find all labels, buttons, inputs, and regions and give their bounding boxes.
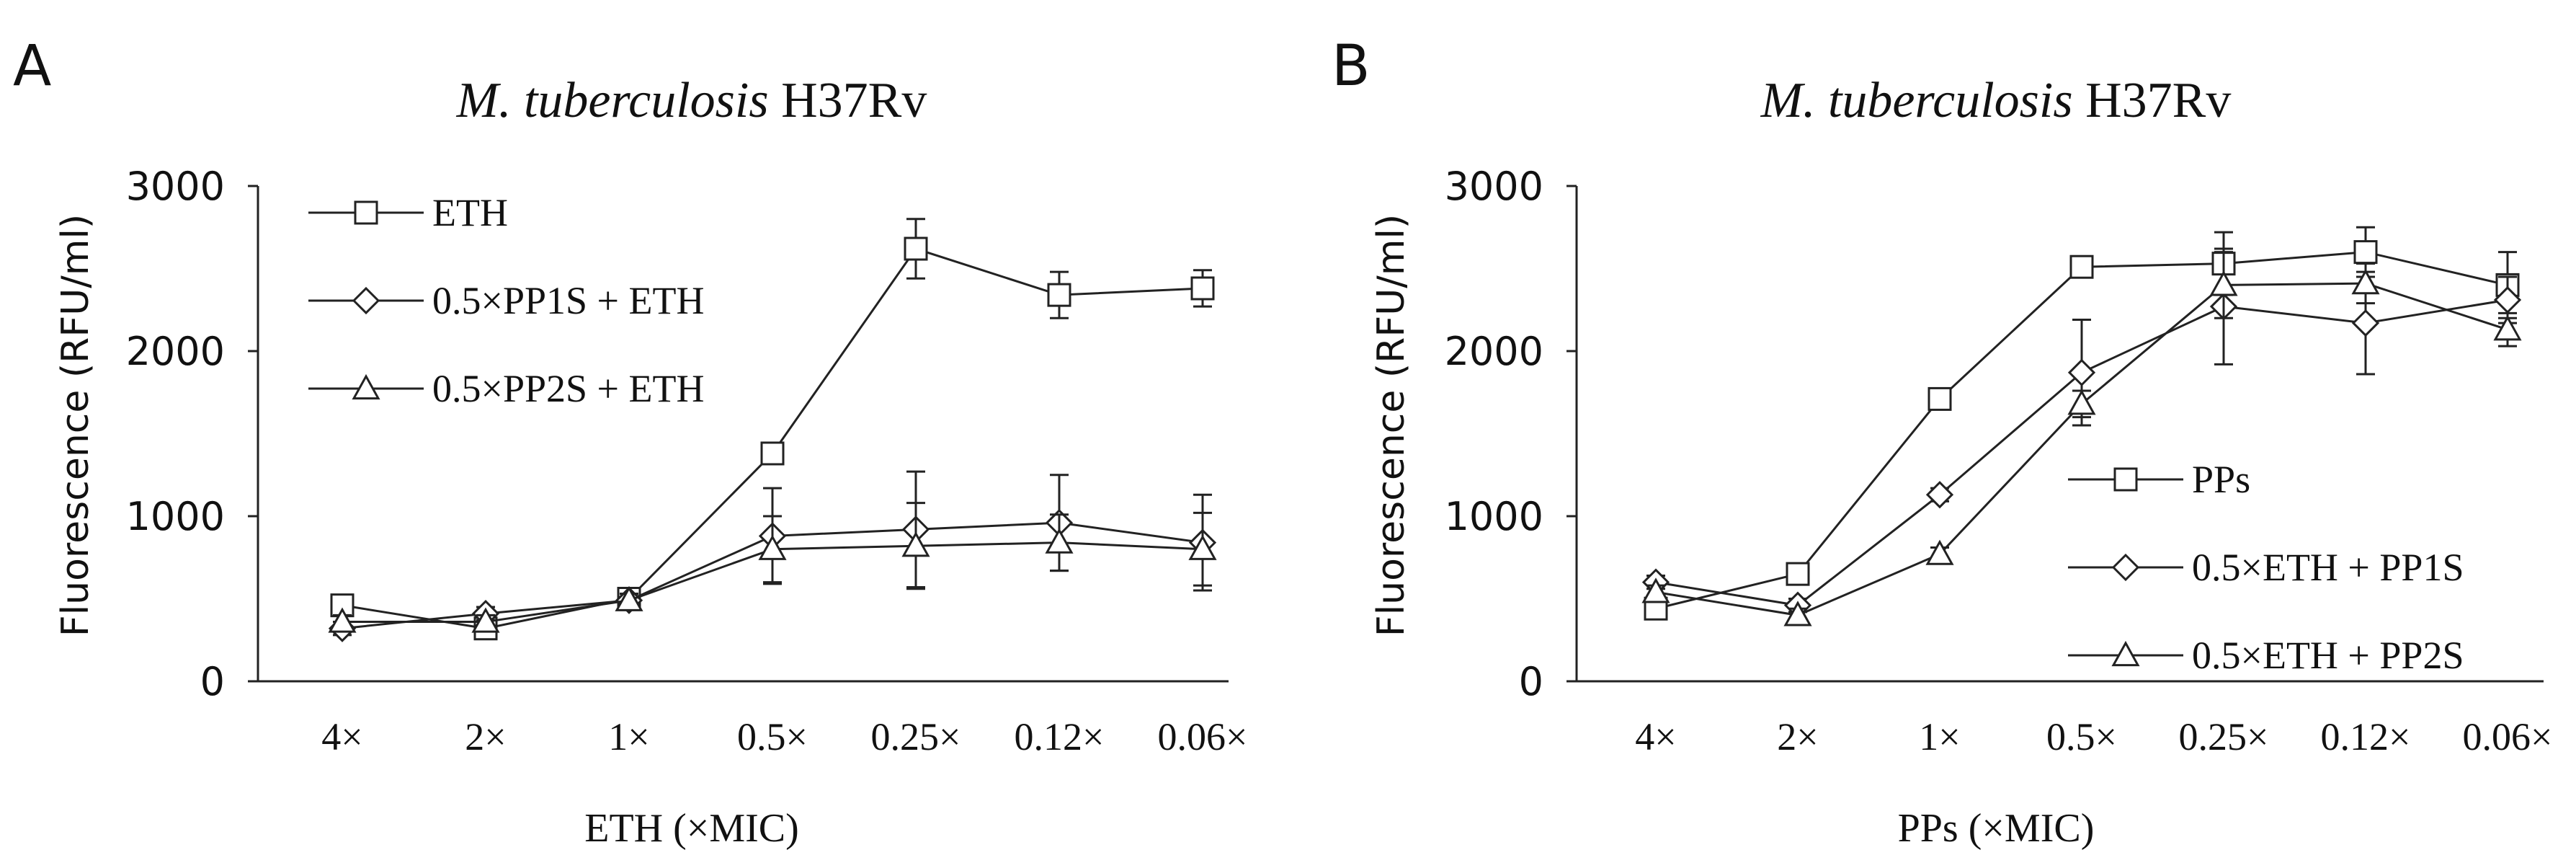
data-point-square <box>2069 254 2094 279</box>
panel-b-ytick-label: 2000 <box>1445 329 1543 374</box>
panel-a-xtick-label: 0.25× <box>871 715 961 758</box>
data-point-triangle <box>2067 389 2096 415</box>
panel-b-series-3 <box>1641 251 2522 626</box>
panel-a-letter: A <box>13 34 51 99</box>
data-point-triangle <box>1188 534 1217 560</box>
data-point-triangle <box>1783 601 1812 626</box>
panel-b-xlabel: PPs (×MIC) <box>1898 806 2095 851</box>
panel-b-xtick-label: 0.06× <box>2463 715 2553 758</box>
panel-b-ytick-label: 1000 <box>1445 494 1543 539</box>
panel-a-xtick-label: 4× <box>321 715 362 758</box>
data-point-triangle <box>758 534 787 560</box>
panel-a-ytick-label: 3000 <box>126 164 225 209</box>
legend-label: 0.5×PP2S + ETH <box>432 367 704 410</box>
panel-a-xtick-label: 2× <box>465 715 506 758</box>
legend-marker-triangle <box>2111 640 2140 667</box>
data-point-square <box>2353 240 2378 265</box>
legend-marker-triangle <box>352 373 380 400</box>
data-point-triangle <box>2209 270 2238 296</box>
panel-b-ytick-label: 3000 <box>1445 164 1543 209</box>
data-point-triangle <box>2493 315 2522 341</box>
data-point-square <box>904 236 928 261</box>
data-point-triangle <box>1925 539 1954 565</box>
data-point-square <box>1047 283 1071 307</box>
data-point-square <box>760 441 785 466</box>
panel-b-letter: B <box>1332 34 1371 99</box>
data-point-diamond <box>1925 481 1954 509</box>
data-point-triangle <box>901 531 930 557</box>
panel-a-ytick-label: 1000 <box>126 494 225 539</box>
data-point-triangle <box>2351 269 2380 295</box>
legend-label: 0.5×ETH + PP1S <box>2192 546 2464 589</box>
panel-b-title-rest: H37Rv <box>2085 73 2231 128</box>
panel-a-legend: ETH 0.5×PP1S + ETH 0.5×PP2S + ETH <box>308 191 704 410</box>
panel-a-xtick-label: 0.5× <box>737 715 808 758</box>
legend-label: PPs <box>2192 458 2250 501</box>
panel-a-series-3 <box>328 502 1217 633</box>
panel-b-xtick-label: 4× <box>1635 715 1676 758</box>
data-point-diamond <box>2351 309 2380 337</box>
panel-b-title: M. tuberculosis H37Rv <box>1760 73 2232 128</box>
legend-marker-square <box>354 200 378 225</box>
panel-b-title-italic: M. tuberculosis <box>1760 73 2073 128</box>
panel-a-ytick-label: 0 <box>200 659 225 704</box>
panel-a-title-rest: H37Rv <box>781 73 927 128</box>
panel-b-xtick-label: 1× <box>1919 715 1960 758</box>
legend-marker-square <box>2113 467 2138 492</box>
legend-label: 0.5×PP1S + ETH <box>432 279 704 322</box>
panel-b-ytick-label: 0 <box>1519 659 1543 704</box>
panel-b-xtick-label: 0.5× <box>2046 715 2117 758</box>
panel-a-title-italic: M. tuberculosis <box>456 73 769 128</box>
legend-marker-diamond <box>352 286 380 315</box>
data-point-triangle <box>328 607 357 633</box>
legend-marker-diamond <box>2111 553 2140 582</box>
panel-a-xtick-label: 0.12× <box>1015 715 1105 758</box>
panel-b-xtick-label: 2× <box>1777 715 1818 758</box>
panel-b-xtick-label: 0.25× <box>2179 715 2269 758</box>
panel-a-xtick-label: 1× <box>608 715 649 758</box>
panel-a-title: M. tuberculosis H37Rv <box>456 73 927 128</box>
panel-a-plot: 0 1000 2000 3000 4× 2× 1× 0.5× 0.25× 0.12× 0.06× ET… <box>126 164 1248 758</box>
data-point-diamond <box>2067 358 2096 386</box>
data-point-triangle <box>1641 577 1670 603</box>
panel-a-ytick-label: 2000 <box>126 329 225 374</box>
legend-label: 0.5×ETH + PP2S <box>2192 634 2464 677</box>
data-point-square <box>1190 276 1215 301</box>
panel-b-plot: 0 1000 2000 3000 4× 2× 1× 0.5× 0.25× 0.12× 0.06× PP… <box>1445 164 2553 758</box>
panel-a-xlabel: ETH (×MIC) <box>584 806 799 851</box>
panel-b-ylabel: Fluorescence (RFU/ml) <box>1370 214 1413 637</box>
data-point-triangle <box>1045 528 1074 554</box>
legend-label: ETH <box>432 191 508 234</box>
panel-a-xtick-label: 0.06× <box>1158 715 1248 758</box>
data-point-square <box>1786 562 1810 586</box>
data-point-square <box>1927 386 1952 411</box>
data-point-triangle <box>471 607 500 633</box>
panel-b-xtick-label: 0.12× <box>2321 715 2411 758</box>
panel-a-ylabel: Fluorescence (RFU/ml) <box>54 214 97 637</box>
panel-b-legend: PPs 0.5×ETH + PP1S 0.5×ETH + PP2S <box>2068 458 2464 677</box>
data-point-triangle <box>615 585 643 611</box>
